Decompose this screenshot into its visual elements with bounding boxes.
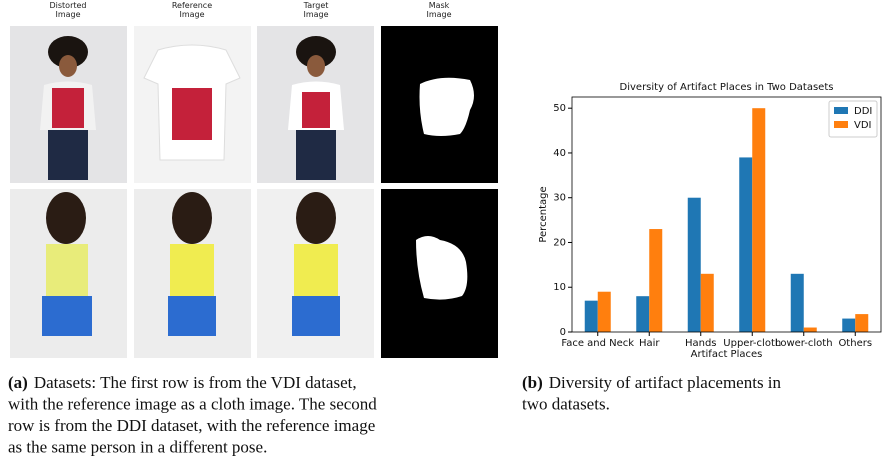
column-header: Image xyxy=(303,10,328,19)
column-header: Distorted xyxy=(49,1,86,10)
caption-text: Datasets: The first row is from the VDI … xyxy=(34,373,357,392)
bar xyxy=(598,292,611,332)
bar xyxy=(636,296,649,332)
caption-text: with the reference image as a cloth imag… xyxy=(8,395,377,414)
caption-line: with the reference image as a cloth imag… xyxy=(8,395,377,414)
caption-text: two datasets. xyxy=(522,395,610,414)
bar xyxy=(701,274,714,332)
caption-text: as the same person in a different pose. xyxy=(8,438,267,457)
x-tick-label: Others xyxy=(838,338,872,349)
caption-label: (b) xyxy=(522,373,543,392)
x-tick-label: Hair xyxy=(639,338,660,349)
y-tick-label: 20 xyxy=(553,237,566,248)
bar xyxy=(791,274,804,332)
column-header: Image xyxy=(179,10,204,19)
x-tick-label: Upper-cloth xyxy=(723,338,781,349)
x-axis-label: Artifact Places xyxy=(691,349,763,360)
x-tick-label: Hands xyxy=(685,338,717,349)
bar xyxy=(855,314,868,332)
y-tick-label: 40 xyxy=(553,148,566,159)
x-tick-label: Face and Neck xyxy=(561,338,634,349)
caption-line: (a) Datasets: The first row is from the V… xyxy=(8,373,357,392)
legend-swatch xyxy=(834,121,848,128)
figure: DistortedImageReferenceImageTargetImageM… xyxy=(0,0,885,459)
legend-label: VDI xyxy=(854,120,872,131)
y-tick-label: 50 xyxy=(553,103,566,114)
bar xyxy=(804,328,817,332)
caption-text: Diversity of artifact placements in xyxy=(549,373,782,392)
column-header: Target xyxy=(303,1,329,10)
caption-line: as the same person in a different pose. xyxy=(8,438,267,457)
bar xyxy=(842,319,855,332)
column-header: Image xyxy=(426,10,451,19)
column-header: Reference xyxy=(172,1,212,10)
bar xyxy=(585,301,598,332)
y-tick-label: 10 xyxy=(553,282,566,293)
y-tick-label: 0 xyxy=(560,327,566,338)
image-grid xyxy=(10,26,498,358)
bar xyxy=(739,157,752,332)
column-header: Image xyxy=(55,10,80,19)
caption-line: row is from the DDI dataset, with the re… xyxy=(8,416,375,435)
bar xyxy=(752,108,765,332)
chart-title: Diversity of Artifact Places in Two Data… xyxy=(620,82,834,93)
column-header: Mask xyxy=(429,1,450,10)
x-tick-label: Lower-cloth xyxy=(775,338,833,349)
caption-label: (a) xyxy=(8,373,28,392)
y-tick-label: 30 xyxy=(553,193,566,204)
legend-swatch xyxy=(834,107,848,114)
caption-line: (b) Diversity of artifact placements in xyxy=(522,373,782,392)
legend-label: DDI xyxy=(854,106,872,117)
caption-text: row is from the DDI dataset, with the re… xyxy=(8,416,375,435)
bar xyxy=(688,198,701,332)
bar xyxy=(649,229,662,332)
caption-line: two datasets. xyxy=(522,395,610,414)
y-axis-label: Percentage xyxy=(538,186,549,242)
